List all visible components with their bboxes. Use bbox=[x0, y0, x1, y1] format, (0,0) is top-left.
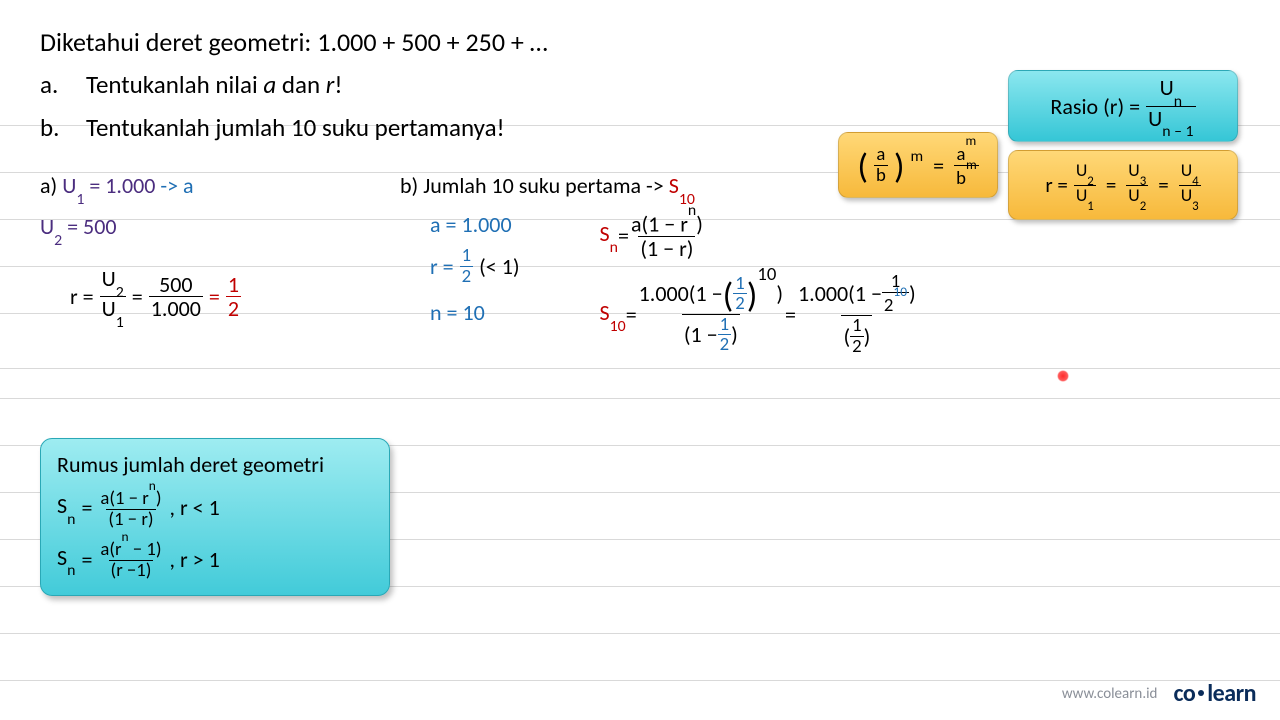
solution-a: a) U1 = 1.000 -> a U2 = 500 r = U2 U1 = … bbox=[40, 172, 241, 326]
problem-statement: Diketahui deret geometri: 1.000 + 500 + … bbox=[40, 22, 548, 148]
value-n: n = 10 bbox=[430, 299, 520, 326]
card-sum-formula: Rumus jumlah deret geometri Sn = a(1 − r… bbox=[40, 438, 390, 596]
card-title: Rumus jumlah deret geometri bbox=[57, 451, 373, 478]
card-rasio-formula: Rasio (r) = Un Un – 1 bbox=[1008, 70, 1238, 142]
footer-url: www.colearn.id bbox=[1062, 685, 1158, 703]
laser-pointer-icon bbox=[1057, 370, 1069, 382]
brand-logo: colearn bbox=[1173, 679, 1256, 708]
value-a: a = 1.000 bbox=[430, 211, 520, 238]
formula-r-lt-1: Sn = a(1 − rn) (1 − r) , r < 1 bbox=[57, 486, 373, 529]
formula-r-gt-1: Sn = a(rn − 1) (r −1) , r > 1 bbox=[57, 537, 373, 580]
card-ratio-chain: r = U2U1 = U3U2 = U4U3 bbox=[1008, 150, 1238, 220]
solution-b: b) Jumlah 10 suku pertama -> S10 a = 1.0… bbox=[400, 172, 918, 357]
problem-line-3: b.Tentukanlah jumlah 10 suku pertamanya! bbox=[40, 109, 548, 148]
footer: www.colearn.id colearn bbox=[1062, 679, 1256, 708]
formula-sn: Sn = a(1 − rn) (1 − r) bbox=[600, 211, 918, 260]
problem-line-1: Diketahui deret geometri: 1.000 + 500 + … bbox=[40, 22, 548, 62]
formula-s10: S10 = 1.000(1 − ( 12 ) 10 ) (1 − 1 bbox=[600, 272, 918, 357]
problem-line-2: a.Tentukanlah nilai a dan r! bbox=[40, 66, 548, 105]
value-r: r = 12 (< 1) bbox=[430, 246, 520, 286]
